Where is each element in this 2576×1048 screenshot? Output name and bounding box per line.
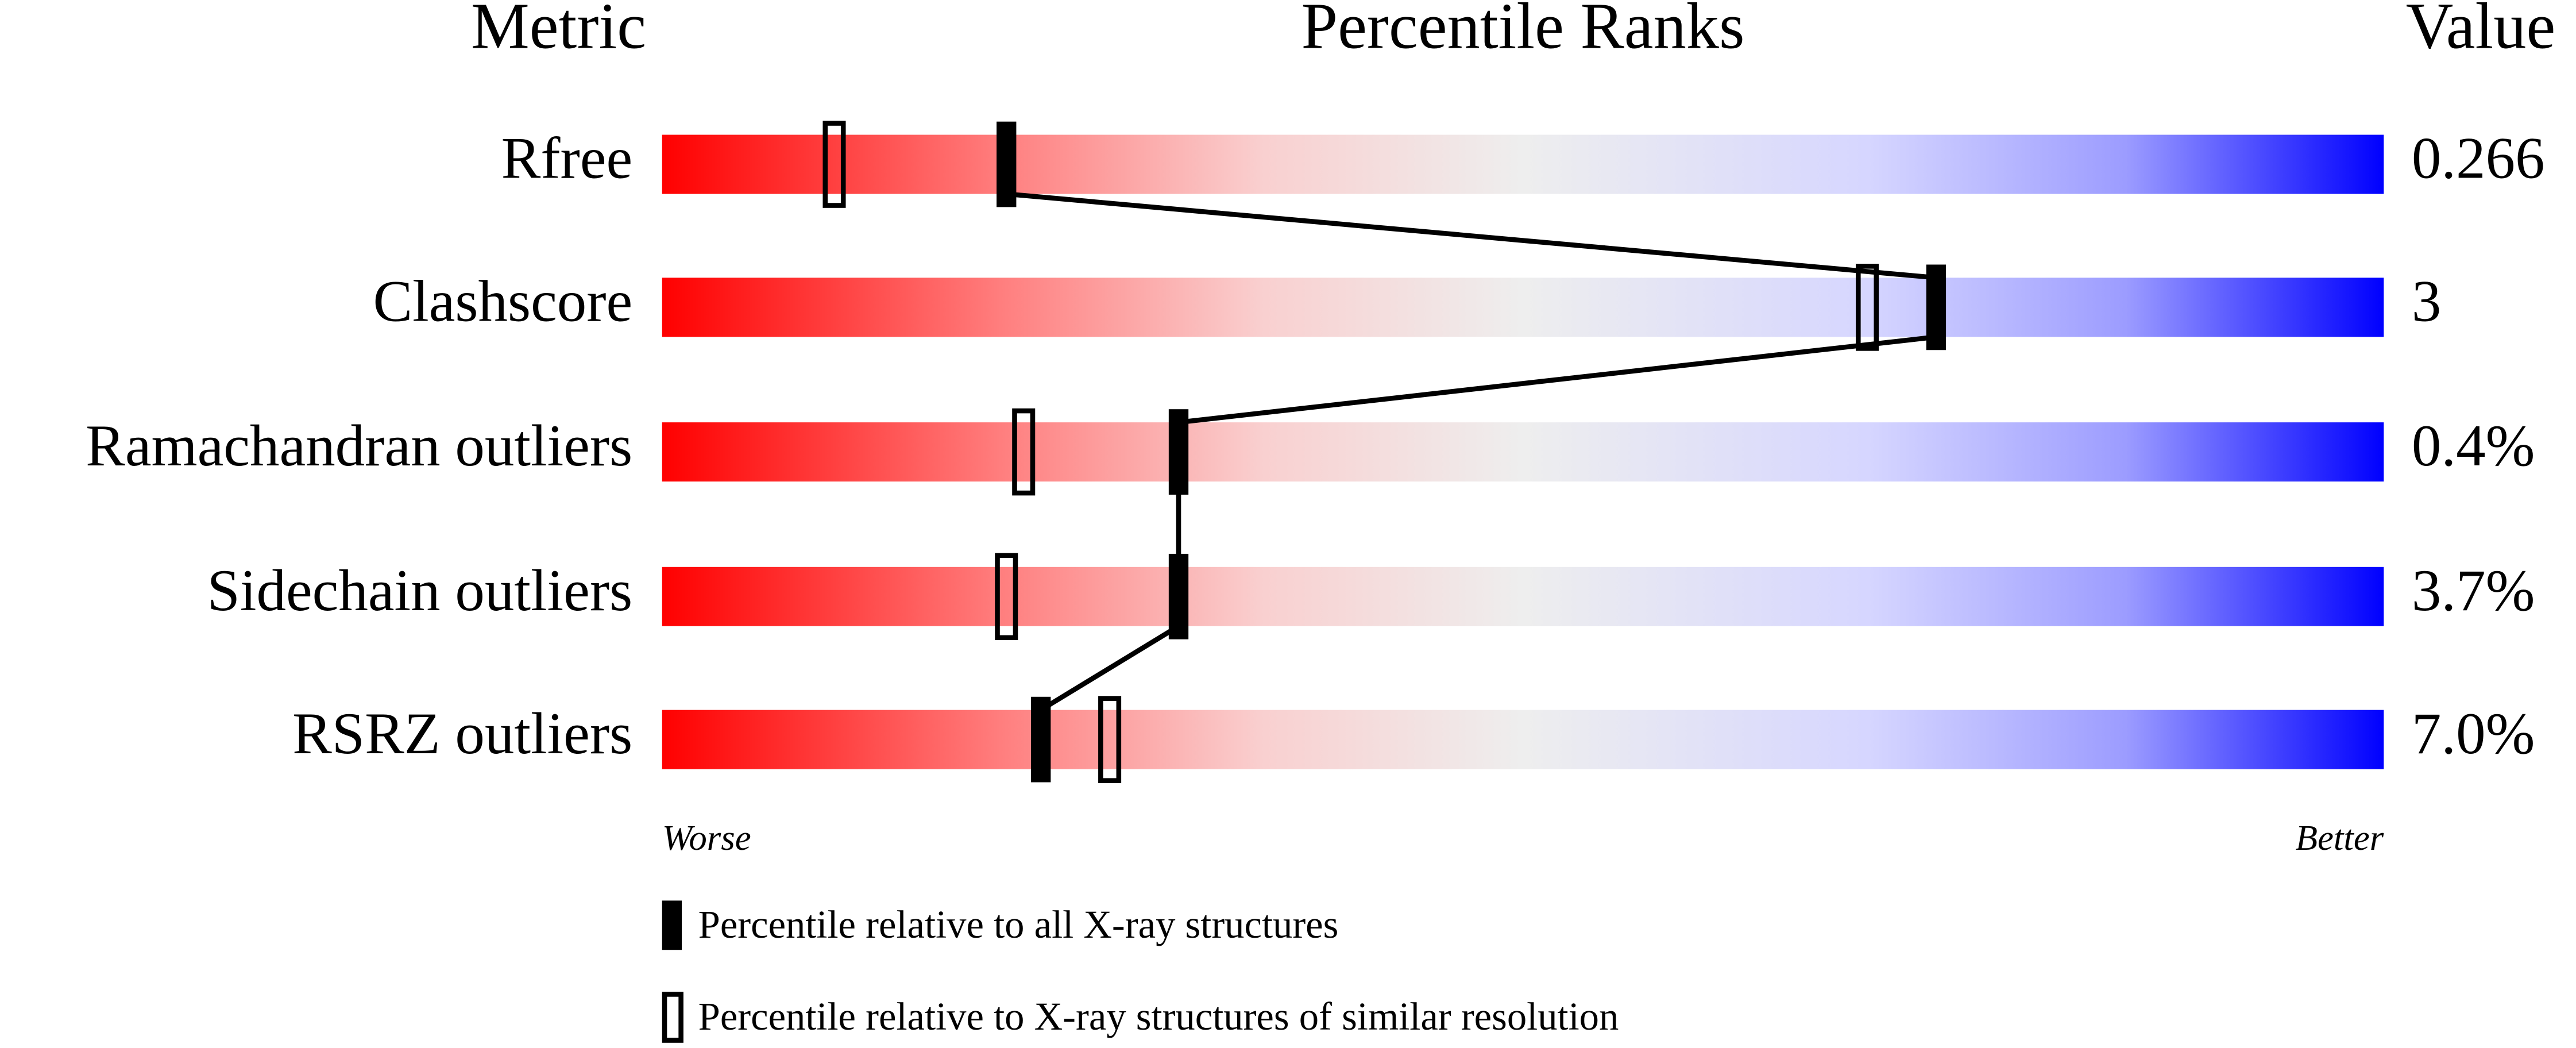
metric-label: Clashscore xyxy=(373,268,632,334)
slider-bar xyxy=(662,422,2384,482)
connector xyxy=(1039,624,1180,712)
marker-all xyxy=(997,121,1017,207)
metric-value: 0.4% xyxy=(2412,413,2535,479)
marker-similar xyxy=(1856,264,1879,351)
metric-label: RSRZ outliers xyxy=(292,701,632,766)
header-metric: Metric xyxy=(471,0,646,62)
marker-all xyxy=(1168,409,1189,495)
axis-better: Better xyxy=(2296,818,2384,858)
marker-similar xyxy=(1012,408,1036,496)
metric-value: 7.0% xyxy=(2412,701,2535,766)
connector xyxy=(1006,191,1937,280)
legend-marker xyxy=(662,900,682,950)
metric-label: Rfree xyxy=(501,126,633,191)
slider-bar xyxy=(662,134,2384,194)
header-percentile: Percentile Ranks xyxy=(1301,0,1745,62)
connector xyxy=(1178,334,1937,425)
marker-all xyxy=(1031,696,1051,783)
legend-label: Percentile relative to all X-ray structu… xyxy=(698,903,1339,946)
legend-marker xyxy=(662,992,683,1043)
header-value: Value xyxy=(2406,0,2556,62)
slider-bar xyxy=(662,567,2384,626)
metric-value: 3.7% xyxy=(2412,558,2535,623)
marker-all xyxy=(1926,264,1947,350)
metric-value: 0.266 xyxy=(2412,126,2545,191)
axis-worse: Worse xyxy=(662,818,751,858)
marker-all xyxy=(1168,553,1189,639)
marker-similar xyxy=(1098,696,1122,783)
marker-similar xyxy=(995,553,1018,641)
metric-value: 3 xyxy=(2412,268,2441,334)
metric-label: Ramachandran outliers xyxy=(86,413,632,479)
metric-label: Sidechain outliers xyxy=(207,558,633,623)
legend-label: Percentile relative to X-ray structures … xyxy=(698,995,1619,1038)
slider-bar xyxy=(662,710,2384,769)
marker-similar xyxy=(822,121,846,208)
slider-bar xyxy=(662,278,2384,337)
